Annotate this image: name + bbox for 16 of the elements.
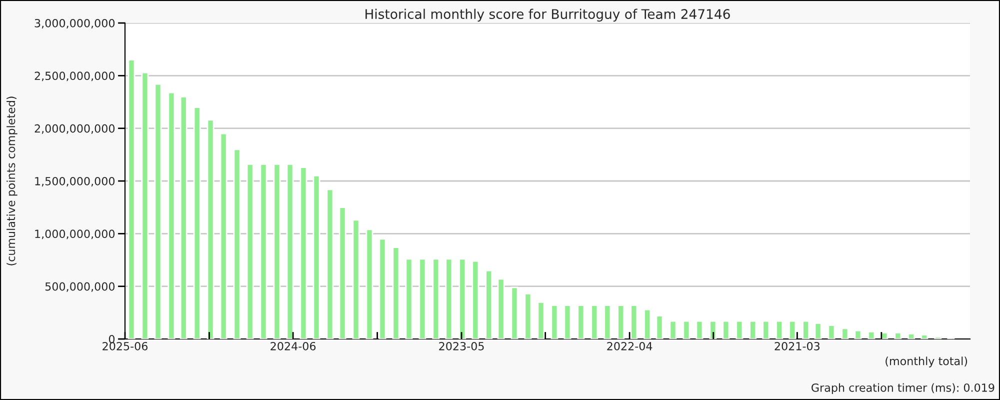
y-tick-label: 0	[108, 334, 115, 344]
x-tick-label: 2023-05	[439, 342, 484, 350]
chart-title: Historical monthly score for Burritoguy of Team 247146	[366, 8, 730, 22]
text: Graph creation timer (ms): 0.019	[812, 383, 994, 394]
x-tick-label: 2022-04	[607, 342, 652, 350]
y-tick-label: 500,000,000	[45, 282, 115, 292]
y-tick-label: 3,000,000,000	[34, 18, 115, 29]
y-tick-label: 1,000,000,000	[35, 230, 115, 240]
x-tick-label: 2024-06	[270, 342, 316, 350]
y-tick-label: 2,500,000,000	[34, 72, 115, 82]
y-tick-label: 1,500,000,000	[35, 176, 115, 187]
y-axis-title: (cumulative points completed)	[6, 96, 18, 266]
y-tick-label: 2,000,000,000	[34, 124, 115, 134]
x-tick-label: 2021-03	[774, 342, 820, 350]
x-axis-title: (monthly total)	[886, 356, 968, 368]
x-tick-label: 2025-06	[102, 342, 148, 350]
